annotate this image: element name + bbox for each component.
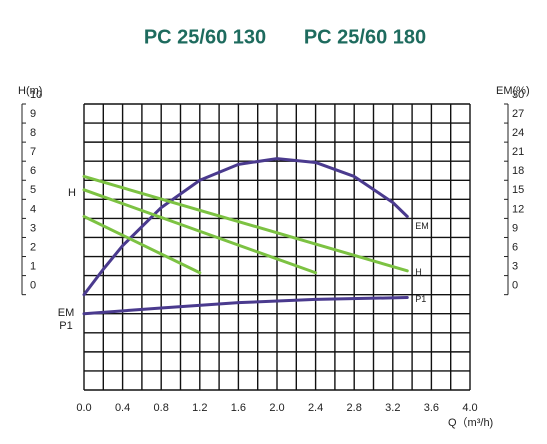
x-tick-label: 0.8 [154,402,169,414]
h-curve [82,188,318,275]
y-tick-label: 2 [30,241,36,253]
curve [82,296,409,316]
curve [82,157,409,297]
y-tick-label: 3 [30,222,36,234]
y2-tick-label: 9 [512,222,518,234]
x-tick-label: 1.6 [231,402,246,414]
x-tick-label: 3.6 [424,402,439,414]
h-curve [82,214,202,275]
curve-label: P1 [59,320,72,332]
x-tick-label: 2.0 [269,402,284,414]
y2-tick-label: 0 [512,280,518,292]
chart-title: PC 25/60 180 [304,26,426,48]
curve-label: EM [415,221,429,231]
y2-tick-label: 24 [512,127,524,139]
y2-axis-label: EM(%) [496,85,530,97]
y-tick-label: 0 [30,280,36,292]
x-axis-label: Q（m³/h) [448,416,493,429]
y-tick-label: 6 [30,165,36,177]
y-tick-label: 8 [30,127,36,139]
x-tick-label: 0.4 [115,402,130,414]
x-tick-label: 3.2 [385,402,400,414]
y2-tick-label: 21 [512,146,524,158]
x-tick-label: 0.0 [76,402,91,414]
y-tick-label: 9 [30,108,36,120]
x-tick-label: 4.0 [462,402,477,414]
y-axis-label: H(m) [18,85,42,97]
y-tick-label: 7 [30,146,36,158]
y2-tick-label: 15 [512,184,524,196]
y-tick-label: 10 [30,89,42,101]
y-tick-label: 4 [30,203,36,215]
chart-title: PC 25/60 130 [144,26,266,48]
y2-tick-label: 18 [512,165,524,177]
y-tick-label: 1 [30,261,36,273]
x-tick-label: 1.2 [192,402,207,414]
curve-label: P1 [415,294,426,304]
curve-label: H [68,187,76,199]
x-tick-label: 2.8 [347,402,362,414]
h-curve [82,174,409,273]
y2-tick-label: 27 [512,108,524,120]
y2-tick-label: 30 [512,89,524,101]
curve-label: EM [58,307,75,319]
y2-tick-label: 12 [512,203,524,215]
curve-label: H [415,267,422,277]
y2-tick-label: 6 [512,241,518,253]
y2-tick-label: 3 [512,261,518,273]
y-tick-label: 5 [30,184,36,196]
x-tick-label: 2.4 [308,402,323,414]
